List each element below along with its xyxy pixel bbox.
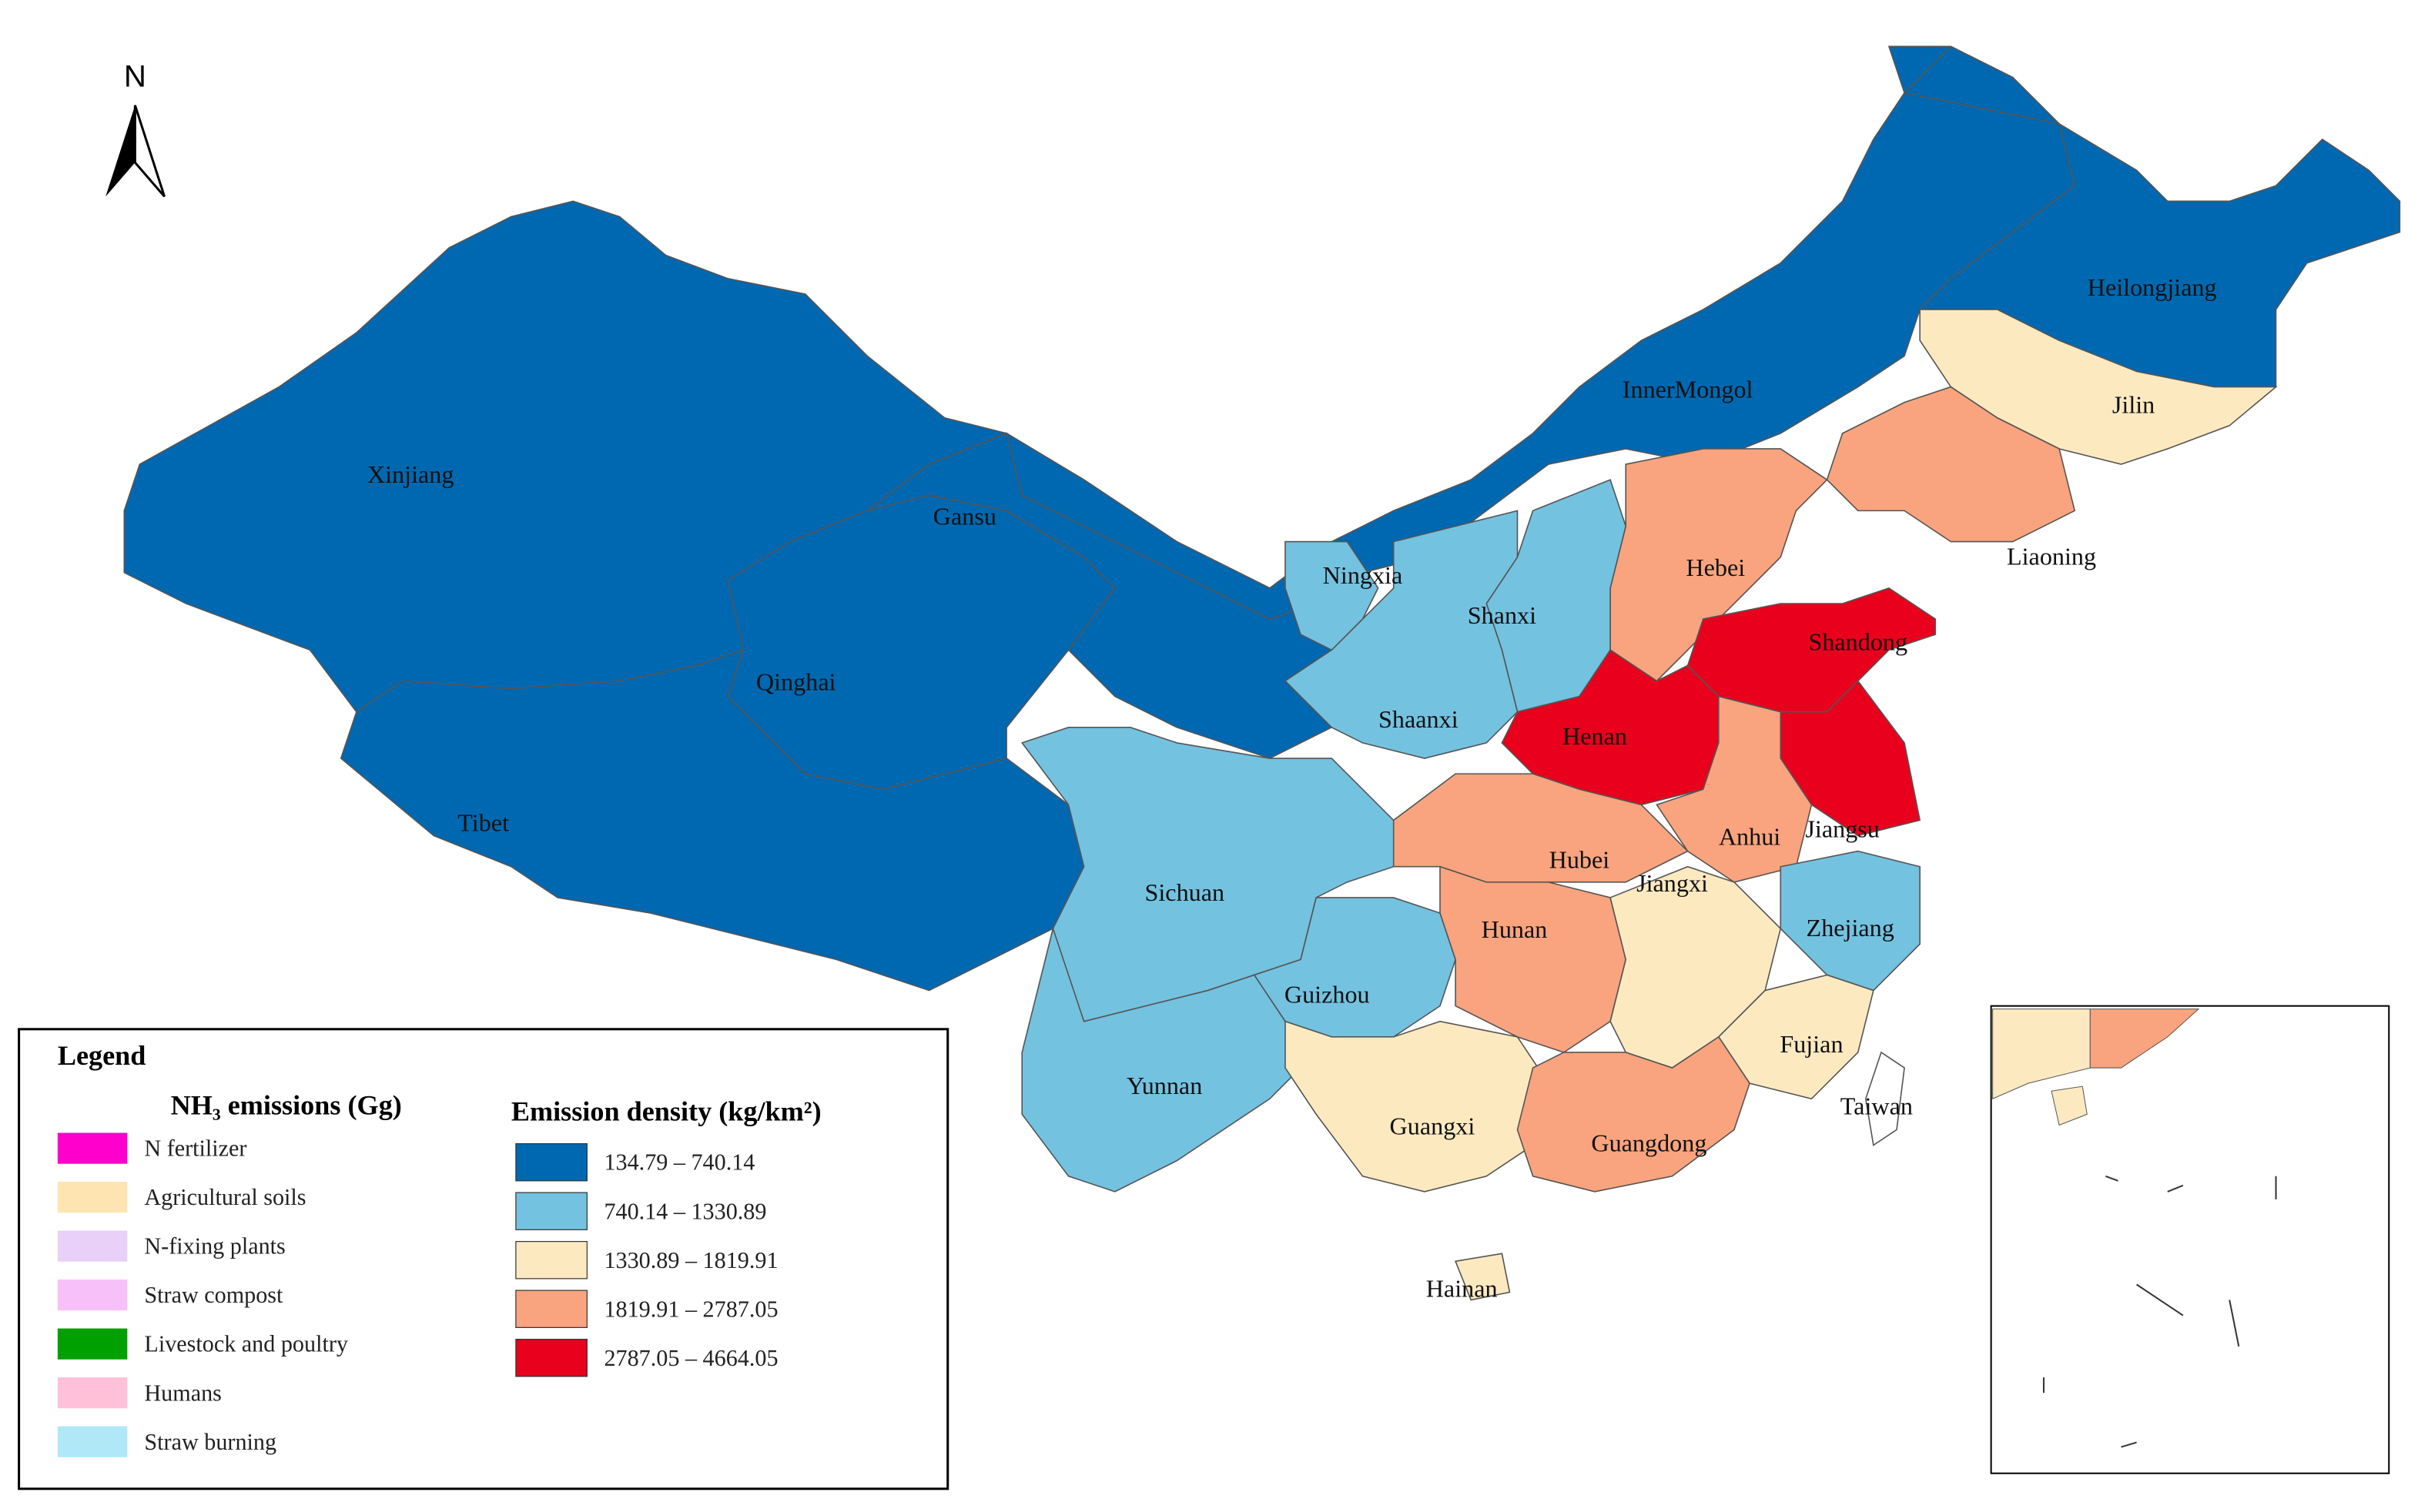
province-label: Shandong (1808, 627, 1907, 655)
province-label: Anhui (1719, 823, 1780, 851)
province-label: Hunan (1482, 915, 1548, 943)
province-label: Liaoning (2007, 543, 2096, 570)
province-label: Hubei (1549, 846, 1610, 874)
density-label: 740.14 – 1330.89 (604, 1198, 766, 1224)
province-label: Shaanxi (1378, 705, 1458, 733)
province (1516, 1035, 1750, 1193)
province-label: Henan (1562, 722, 1627, 750)
source-label: Straw burning (144, 1429, 276, 1455)
province-label: Guangdong (1591, 1129, 1706, 1157)
density-swatch (515, 1241, 588, 1280)
source-label: Agricultural soils (144, 1184, 306, 1210)
province (1284, 540, 1379, 651)
province-label: Tibet (457, 808, 509, 836)
source-swatch (57, 1328, 128, 1360)
province-label: Hainan (1426, 1275, 1498, 1303)
province (1826, 386, 2076, 543)
density-swatch (515, 1339, 588, 1377)
source-label: Humans (144, 1380, 221, 1406)
province-label: Hebei (1686, 554, 1745, 581)
source-swatch (57, 1426, 128, 1457)
density-swatch (515, 1192, 588, 1230)
source-swatch (57, 1132, 128, 1164)
emissions-title: NH₃ emissions (Gg) (171, 1089, 402, 1120)
density-label: 1819.91 – 2787.05 (604, 1296, 778, 1322)
north-arrow: N (105, 59, 166, 198)
province-label: Fujian (1780, 1030, 1843, 1058)
province-label: Zhejiang (1807, 914, 1894, 942)
provinces (123, 45, 2401, 1301)
province-label: Xinjiang (367, 460, 454, 488)
source-label: Livestock and poultry (144, 1331, 348, 1357)
density-label: 1330.89 – 1819.91 (604, 1247, 778, 1273)
province-label: Heilongjiang (2088, 273, 2217, 301)
province (1439, 865, 1627, 1053)
province-label: Guizhou (1284, 981, 1370, 1009)
source-swatch (57, 1280, 128, 1311)
province-label: Ningxia (1323, 561, 1403, 589)
province (1021, 926, 1301, 1193)
source-label: Straw compost (144, 1282, 283, 1308)
density-swatch (515, 1290, 588, 1328)
province-label: Jiangxi (1636, 869, 1708, 897)
province-label: Yunnan (1127, 1072, 1202, 1099)
province-labels: Xinjiang Tibet Qinghai Gansu InnerMongol Heil… (367, 273, 2217, 1303)
province (1454, 1253, 1511, 1301)
density-label: 2787.05 – 4664.05 (604, 1345, 778, 1371)
province-label: Jiangsu (1805, 815, 1879, 843)
density-swatch (515, 1142, 588, 1182)
province (1864, 1051, 1905, 1146)
inset (1990, 1005, 2390, 1474)
north-label: N (124, 59, 146, 94)
province-label: Guangxi (1390, 1112, 1475, 1140)
province-label: Qinghai (756, 668, 836, 696)
province-label: Shanxi (1468, 601, 1536, 629)
province-label: Jilin (2112, 391, 2155, 419)
province (1780, 850, 1921, 992)
density-label: 134.79 – 740.14 (604, 1149, 755, 1176)
province-label: Sichuan (1145, 878, 1225, 906)
province (1284, 1020, 1549, 1193)
source-label: N fertilizer (144, 1136, 246, 1162)
density-title: Emission density (kg/km²) (511, 1096, 822, 1126)
source-swatch (57, 1182, 128, 1213)
legend-title: Legend (58, 1040, 146, 1071)
source-swatch (57, 1230, 128, 1262)
province (1903, 45, 2401, 388)
source-label: N-fixing plants (144, 1233, 285, 1259)
province-label: Gansu (933, 502, 996, 530)
source-swatch (57, 1377, 128, 1409)
province-label: Taiwan (1840, 1092, 1913, 1119)
legend: Legend NH₃ emissions (Gg) Emission densi… (18, 1028, 949, 1490)
province-label: InnerMongol (1623, 376, 1753, 403)
